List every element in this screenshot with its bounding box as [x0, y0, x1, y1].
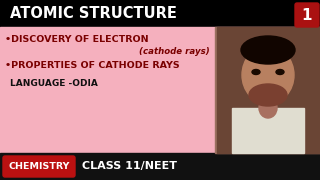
Text: •PROPERTIES OF CATHODE RAYS: •PROPERTIES OF CATHODE RAYS [5, 62, 180, 71]
FancyBboxPatch shape [295, 3, 319, 27]
Ellipse shape [252, 69, 260, 75]
Bar [217, 27, 320, 153]
Ellipse shape [249, 84, 287, 106]
Ellipse shape [242, 46, 294, 104]
Bar [0, 27, 320, 153]
Text: LANGUAGE -ODIA: LANGUAGE -ODIA [10, 78, 98, 87]
Text: CLASS 11/NEET: CLASS 11/NEET [82, 161, 177, 172]
Text: 1: 1 [302, 8, 312, 22]
Bar [215, 27, 320, 153]
Bar [0, 153, 320, 180]
Text: (cathode rays): (cathode rays) [139, 48, 210, 57]
Ellipse shape [241, 36, 295, 64]
Ellipse shape [259, 98, 277, 118]
Text: •DISCOVERY OF ELECTRON: •DISCOVERY OF ELECTRON [5, 35, 148, 44]
Bar [0, 0, 320, 27]
Bar [232, 108, 304, 153]
Text: CHEMISTRY: CHEMISTRY [8, 162, 70, 171]
FancyBboxPatch shape [3, 156, 75, 177]
Text: ATOMIC STRUCTURE: ATOMIC STRUCTURE [10, 6, 177, 21]
Ellipse shape [276, 69, 284, 75]
